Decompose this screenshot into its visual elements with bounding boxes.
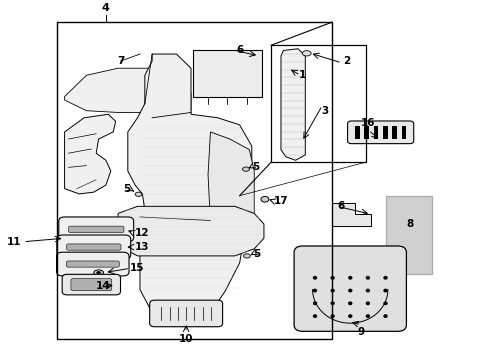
- Polygon shape: [127, 54, 251, 318]
- Polygon shape: [281, 49, 305, 160]
- FancyBboxPatch shape: [293, 246, 406, 331]
- Bar: [373, 126, 378, 139]
- FancyBboxPatch shape: [347, 121, 413, 144]
- FancyBboxPatch shape: [66, 261, 119, 267]
- FancyBboxPatch shape: [57, 235, 130, 259]
- Text: 12: 12: [135, 228, 149, 238]
- Ellipse shape: [365, 301, 369, 305]
- Text: 17: 17: [273, 196, 288, 206]
- Bar: [193, 50, 261, 96]
- Ellipse shape: [347, 276, 352, 280]
- FancyBboxPatch shape: [57, 252, 129, 276]
- Text: 4: 4: [102, 3, 110, 13]
- Ellipse shape: [330, 314, 334, 318]
- Polygon shape: [331, 203, 370, 226]
- Ellipse shape: [365, 289, 369, 292]
- Bar: [382, 126, 387, 139]
- Text: 5: 5: [123, 184, 130, 194]
- Text: 8: 8: [406, 219, 412, 229]
- Ellipse shape: [312, 301, 317, 305]
- Ellipse shape: [347, 289, 352, 292]
- Ellipse shape: [365, 276, 369, 280]
- Ellipse shape: [135, 192, 142, 197]
- Ellipse shape: [347, 314, 352, 318]
- Text: 13: 13: [135, 242, 149, 252]
- FancyBboxPatch shape: [71, 279, 112, 291]
- FancyBboxPatch shape: [68, 226, 123, 233]
- Ellipse shape: [243, 254, 250, 258]
- Polygon shape: [64, 68, 191, 112]
- Text: 6: 6: [236, 45, 243, 55]
- Ellipse shape: [383, 289, 387, 292]
- Bar: [354, 126, 359, 139]
- FancyBboxPatch shape: [66, 244, 121, 250]
- Polygon shape: [64, 114, 116, 194]
- Bar: [391, 126, 396, 139]
- Text: 5: 5: [251, 162, 259, 172]
- Bar: [271, 45, 366, 162]
- Text: 11: 11: [6, 237, 21, 247]
- Ellipse shape: [312, 276, 317, 280]
- Bar: [57, 22, 331, 339]
- Ellipse shape: [96, 271, 101, 274]
- Text: 5: 5: [253, 249, 260, 259]
- Ellipse shape: [383, 301, 387, 305]
- Ellipse shape: [347, 301, 352, 305]
- Ellipse shape: [330, 276, 334, 280]
- Text: 15: 15: [130, 263, 144, 273]
- Text: 3: 3: [321, 106, 327, 116]
- Text: 10: 10: [179, 334, 193, 344]
- Ellipse shape: [261, 197, 268, 202]
- Text: 1: 1: [299, 70, 306, 80]
- Text: 6: 6: [336, 201, 344, 211]
- Text: 14: 14: [96, 281, 111, 291]
- Ellipse shape: [330, 301, 334, 305]
- Bar: [401, 126, 406, 139]
- Polygon shape: [207, 132, 254, 242]
- Ellipse shape: [302, 51, 310, 56]
- Polygon shape: [118, 206, 264, 256]
- Ellipse shape: [365, 314, 369, 318]
- Ellipse shape: [242, 167, 249, 171]
- Ellipse shape: [94, 270, 103, 275]
- Text: 16: 16: [361, 118, 375, 129]
- Text: 9: 9: [357, 327, 364, 337]
- Bar: [364, 126, 368, 139]
- FancyBboxPatch shape: [59, 217, 133, 242]
- Text: 2: 2: [342, 56, 349, 66]
- Ellipse shape: [312, 289, 317, 292]
- FancyBboxPatch shape: [149, 300, 222, 327]
- Ellipse shape: [330, 289, 334, 292]
- FancyBboxPatch shape: [62, 274, 120, 295]
- Text: 7: 7: [117, 56, 124, 66]
- Ellipse shape: [383, 314, 387, 318]
- Ellipse shape: [312, 314, 317, 318]
- Ellipse shape: [383, 276, 387, 280]
- Bar: [385, 196, 431, 274]
